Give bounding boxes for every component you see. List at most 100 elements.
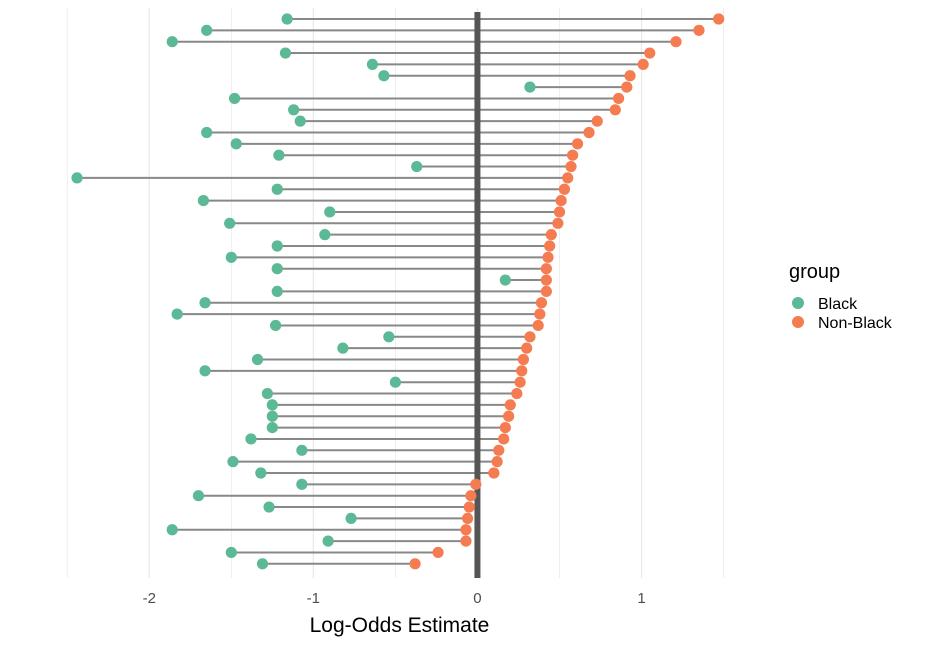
point-black <box>337 342 349 354</box>
point-black <box>366 58 379 70</box>
point-black <box>171 308 183 320</box>
segments-layer <box>77 18 719 565</box>
point-black <box>411 160 423 173</box>
x-axis-title: Log-Odds Estimate <box>310 614 490 637</box>
point-non-black <box>624 70 636 82</box>
point-black <box>256 558 269 570</box>
point-black <box>261 387 274 400</box>
point-black <box>230 138 242 150</box>
point-non-black <box>540 285 552 297</box>
legend-swatch-non-black <box>792 316 804 328</box>
point-non-black <box>545 229 557 241</box>
point-non-black <box>409 558 421 570</box>
point-non-black <box>534 308 546 320</box>
point-black <box>378 70 390 82</box>
point-black <box>524 81 536 93</box>
point-non-black <box>498 433 510 445</box>
point-non-black <box>583 126 595 139</box>
point-non-black <box>460 524 472 536</box>
point-non-black <box>493 444 505 456</box>
point-black <box>383 331 395 343</box>
point-non-black <box>511 387 523 400</box>
point-black <box>296 444 308 456</box>
point-non-black <box>540 263 552 275</box>
point-non-black <box>558 183 571 195</box>
point-non-black <box>503 410 515 422</box>
point-black <box>271 240 283 252</box>
point-non-black <box>470 478 482 490</box>
point-black <box>281 13 293 25</box>
point-black <box>201 24 213 36</box>
point-non-black <box>499 422 511 434</box>
point-black <box>271 183 283 195</box>
point-black <box>288 104 300 116</box>
point-black <box>324 206 336 218</box>
point-non-black <box>609 104 621 116</box>
point-black <box>279 47 292 59</box>
point-non-black <box>516 365 528 377</box>
point-non-black <box>532 319 544 332</box>
point-non-black <box>462 512 474 525</box>
point-black <box>166 36 178 48</box>
point-non-black <box>562 172 574 184</box>
x-tick-label: -1 <box>307 590 320 607</box>
point-black <box>255 467 267 479</box>
point-non-black <box>565 160 577 173</box>
point-black <box>271 263 283 275</box>
point-black <box>322 535 334 547</box>
point-black <box>71 172 83 184</box>
point-black <box>345 512 357 525</box>
point-black <box>201 126 213 139</box>
point-black <box>499 274 511 286</box>
point-black <box>227 456 239 468</box>
point-black <box>271 285 283 297</box>
grid-lines <box>66 8 724 578</box>
point-non-black <box>514 376 526 388</box>
point-non-black <box>670 36 682 48</box>
point-black <box>266 422 278 434</box>
x-axis-ticks: -2 -1 0 1 <box>143 590 646 607</box>
point-non-black <box>521 342 533 354</box>
point-non-black <box>591 115 603 127</box>
point-non-black <box>524 331 536 343</box>
point-black <box>389 376 401 388</box>
point-black <box>197 195 210 207</box>
point-black <box>199 297 211 309</box>
point-non-black <box>644 47 656 59</box>
point-non-black <box>540 274 552 286</box>
point-non-black <box>612 92 625 105</box>
x-tick-label: -2 <box>143 590 156 607</box>
point-non-black <box>488 467 500 479</box>
legend: group Black Non-Black <box>789 261 893 332</box>
point-black <box>319 229 331 241</box>
point-black <box>225 251 237 263</box>
x-tick-label: 0 <box>473 590 481 607</box>
point-black <box>296 478 308 490</box>
point-black <box>166 524 178 536</box>
point-black <box>228 92 241 105</box>
point-black <box>224 217 236 229</box>
point-non-black <box>571 138 584 150</box>
point-non-black <box>504 399 516 411</box>
x-tick-label: 1 <box>637 590 645 607</box>
point-non-black <box>552 217 564 229</box>
point-black <box>192 490 205 502</box>
point-non-black <box>517 353 529 366</box>
point-non-black <box>542 251 554 263</box>
legend-swatch-black <box>792 297 804 309</box>
point-black <box>294 115 306 127</box>
point-non-black <box>465 490 477 502</box>
point-non-black <box>491 456 503 468</box>
point-non-black <box>535 297 548 309</box>
point-black <box>263 501 275 513</box>
point-non-black <box>555 195 567 207</box>
point-non-black <box>567 149 579 161</box>
point-black <box>266 410 278 422</box>
point-non-black <box>713 13 725 25</box>
point-black <box>251 353 264 366</box>
point-non-black <box>621 81 633 93</box>
point-non-black <box>693 24 705 36</box>
point-black <box>245 433 257 445</box>
point-non-black <box>544 240 556 252</box>
